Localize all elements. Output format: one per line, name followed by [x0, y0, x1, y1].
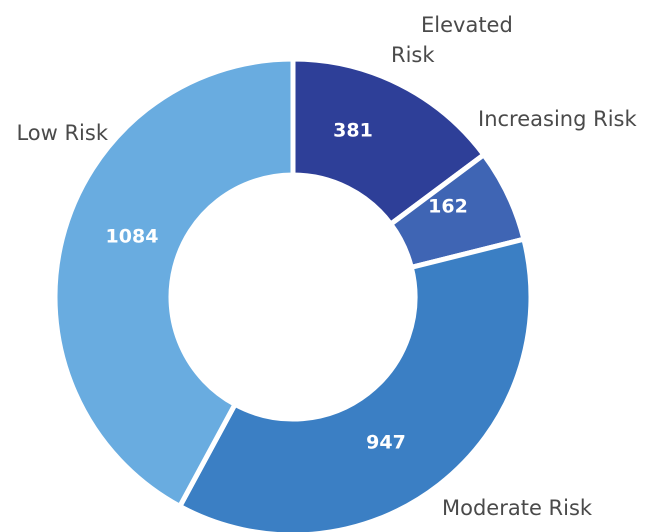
slice-moderate-risk	[176, 236, 534, 532]
value-label-increasing-risk: 162	[428, 196, 468, 218]
value-label-moderate-risk: 947	[366, 432, 406, 454]
category-label-increasing-risk: Increasing Risk	[478, 107, 637, 131]
value-label-elevated-risk: 381	[333, 120, 373, 142]
category-label-moderate-risk: Moderate Risk	[442, 496, 593, 520]
category-labels: Elevated Risk Increasing Risk Moderate Risk…	[16, 13, 637, 520]
category-label-low-risk: Low Risk	[16, 121, 108, 145]
value-label-low-risk: 1084	[106, 226, 159, 248]
slice-low-risk	[52, 56, 296, 510]
slice-elevated-risk	[290, 56, 488, 228]
donut-slices	[52, 56, 534, 532]
value-labels: 381 162 947 1084	[106, 120, 468, 454]
category-label-elevated-risk: Elevated Risk	[391, 13, 513, 67]
